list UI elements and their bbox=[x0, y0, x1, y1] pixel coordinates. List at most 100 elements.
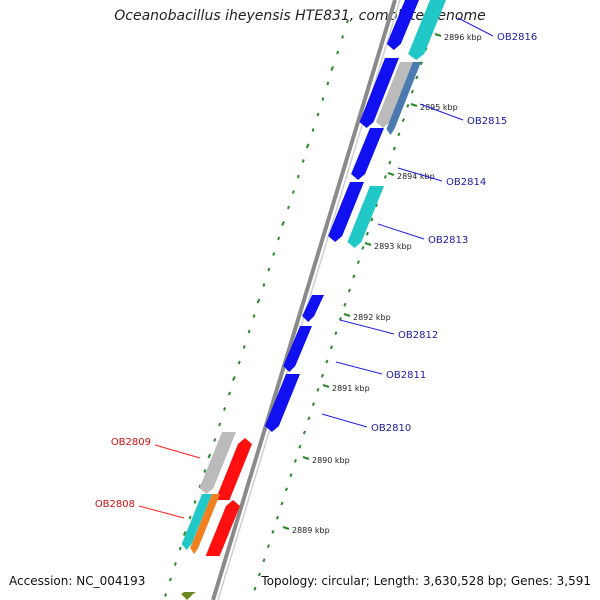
tick-dot bbox=[346, 19, 349, 24]
kbp-tick-mark bbox=[434, 33, 442, 37]
gene-labels: OB2816 OB2815 OB2814 OB2813 OB2812 OB2811 OB28… bbox=[95, 17, 537, 519]
gene-olive bbox=[181, 592, 196, 600]
gene-label-ob2809: OB2809 bbox=[111, 437, 151, 448]
gene-label-ob2808: OB2808 bbox=[95, 499, 135, 510]
inner-tick-dot bbox=[298, 444, 302, 449]
tick-dot bbox=[281, 221, 285, 226]
tick-dot bbox=[178, 546, 182, 551]
gene-label-leader bbox=[419, 103, 464, 121]
gene-ob2811 bbox=[283, 326, 312, 372]
kbp-tick-mark bbox=[364, 242, 372, 246]
gene-ob2809 bbox=[215, 438, 252, 500]
gene-ob2813 bbox=[328, 182, 364, 242]
accession-text: Accession: NC_004193 bbox=[9, 574, 146, 588]
inner-tick-dot bbox=[329, 345, 333, 350]
gene-label-leader bbox=[339, 319, 395, 335]
gene-ob2808-cyan bbox=[181, 494, 212, 550]
tick-dot bbox=[223, 407, 226, 411]
kbp-tick-mark bbox=[387, 172, 395, 176]
kbp-tick-label: 2896 kbp bbox=[444, 33, 482, 42]
gene-ob2814 bbox=[351, 128, 384, 180]
tick-dot bbox=[301, 159, 305, 163]
gene-label-leader bbox=[138, 505, 185, 519]
tick-dot bbox=[311, 128, 315, 132]
outer-tick-dots bbox=[164, 19, 349, 597]
kbp-tick-label: 2893 kbp bbox=[374, 242, 412, 251]
tick-dot bbox=[231, 376, 236, 381]
inner-tick-dot bbox=[325, 359, 329, 364]
kbp-tick-label: 2891 kbp bbox=[332, 384, 370, 393]
inner-tick-dot bbox=[293, 459, 298, 463]
tick-dot bbox=[296, 174, 300, 179]
backbone-line bbox=[211, 0, 397, 600]
gene-label-leader bbox=[321, 413, 368, 428]
tick-dot bbox=[203, 469, 207, 473]
tick-dot bbox=[272, 252, 276, 256]
kbp-tick-label: 2894 kbp bbox=[397, 172, 435, 181]
tick-dot bbox=[188, 515, 192, 520]
inner-tick-dot bbox=[374, 203, 378, 208]
inner-tick-dot bbox=[347, 288, 351, 293]
inner-tick-dot bbox=[388, 160, 392, 165]
tick-dot bbox=[213, 438, 217, 442]
tick-dot bbox=[207, 453, 212, 459]
inner-tick-dot bbox=[361, 246, 365, 250]
kbp-tick-mark bbox=[322, 384, 330, 388]
tick-dot bbox=[252, 314, 256, 318]
inner-tick-dot bbox=[284, 487, 289, 492]
gene-label-ob2813: OB2813 bbox=[428, 235, 468, 246]
gene-label-ob2815: OB2815 bbox=[467, 116, 507, 127]
kbp-tick-mark bbox=[302, 456, 310, 460]
gene-label-ob2810: OB2810 bbox=[371, 423, 411, 434]
gene-ob2813-cyan bbox=[347, 186, 384, 248]
gene-ob2816-cyan bbox=[408, 0, 446, 60]
tick-dot bbox=[336, 50, 340, 55]
genome-backbone bbox=[211, 0, 401, 600]
gene-label-ob2812: OB2812 bbox=[398, 330, 438, 341]
gene-ob2809-gray bbox=[199, 432, 236, 494]
inner-tick-dot bbox=[356, 260, 360, 264]
gene-ob2812 bbox=[302, 295, 324, 322]
inner-tick-dot bbox=[397, 132, 401, 137]
tick-dot bbox=[173, 562, 177, 566]
gene-features bbox=[181, 0, 446, 600]
inner-tick-dots bbox=[253, 4, 441, 591]
tick-dot bbox=[341, 35, 345, 39]
tick-dot bbox=[305, 143, 310, 149]
inner-tick-dot bbox=[406, 104, 410, 108]
inner-tick-dot bbox=[289, 473, 293, 477]
inner-tick-dot bbox=[320, 373, 324, 378]
gene-ob2816 bbox=[386, 0, 419, 50]
gene-label-leader bbox=[377, 223, 425, 240]
inner-tick-dot bbox=[311, 402, 315, 406]
inner-tick-dot bbox=[316, 388, 320, 392]
tick-dot bbox=[218, 422, 222, 427]
tick-dot bbox=[316, 112, 320, 117]
inner-tick-dot bbox=[257, 572, 262, 577]
tick-dot bbox=[182, 531, 187, 536]
tick-dot bbox=[168, 577, 172, 582]
gene-label-ob2814: OB2814 bbox=[446, 177, 486, 188]
inner-tick-dot bbox=[307, 416, 311, 421]
tick-dot bbox=[330, 66, 335, 71]
gene-ob2810 bbox=[264, 374, 300, 432]
inner-tick-dot bbox=[410, 89, 414, 94]
gene-label-leader bbox=[397, 167, 443, 182]
inner-tick-dot bbox=[253, 586, 257, 591]
tick-dot bbox=[321, 97, 325, 101]
gene-label-leader bbox=[335, 361, 383, 375]
gene-ob2808 bbox=[205, 500, 240, 556]
kbp-tick-label: 2892 kbp bbox=[353, 313, 391, 322]
topology-text: Topology: circular; Length: 3,630,528 bp… bbox=[261, 574, 591, 588]
inner-tick-dot bbox=[302, 430, 307, 435]
tick-dot bbox=[256, 298, 261, 304]
kbp-tick-label: 2889 kbp bbox=[292, 526, 330, 535]
inner-tick-dot bbox=[271, 530, 275, 534]
gene-ob2815 bbox=[359, 58, 399, 128]
inner-tick-dot bbox=[334, 331, 338, 335]
inner-tick-dot bbox=[343, 302, 347, 307]
tick-dot bbox=[198, 484, 202, 489]
tick-dot bbox=[228, 391, 231, 396]
tick-dot bbox=[193, 500, 197, 504]
gene-ob2815-steel bbox=[386, 62, 421, 135]
